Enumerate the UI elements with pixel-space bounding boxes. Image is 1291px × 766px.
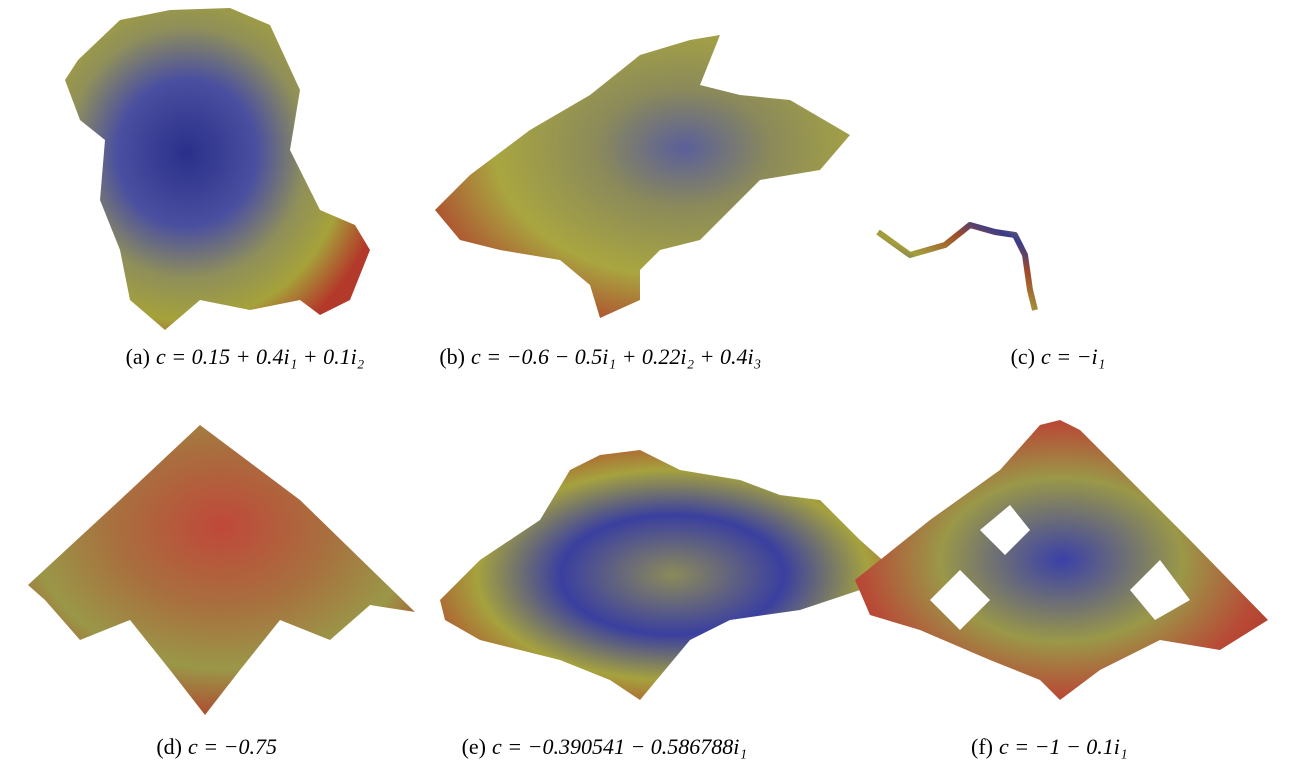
panel-label: (d): [156, 734, 182, 759]
fractal-render-a: [65, 8, 370, 330]
fractal-render-d: [28, 425, 415, 715]
panel-formula: c = −i₁: [1041, 344, 1105, 369]
panel-label: (b): [439, 344, 465, 369]
panel-formula: c = 0.15 + 0.4i₁ + 0.1i₂: [156, 344, 365, 369]
fractal-render-f: [855, 420, 1268, 700]
fractal-render-e: [440, 450, 905, 700]
fractal-render-c: [878, 225, 1035, 310]
fractal-render-b: [435, 35, 850, 318]
figure: (a) c = 0.15 + 0.4i₁ + 0.1i₂ (b) c = −0.…: [0, 0, 1291, 766]
panel-label: (e): [462, 734, 486, 759]
panel-formula: c = −1 − 0.1i₁: [999, 734, 1128, 759]
panel-formula: c = −0.390541 − 0.586788i₁: [492, 734, 747, 759]
panel-label: (c): [1011, 344, 1035, 369]
panel-formula: c = −0.75: [188, 734, 277, 759]
panel-label: (a): [126, 344, 150, 369]
panel-formula: c = −0.6 − 0.5i₁ + 0.22i₂ + 0.4i₃: [471, 344, 761, 369]
panel-label: (f): [971, 734, 993, 759]
